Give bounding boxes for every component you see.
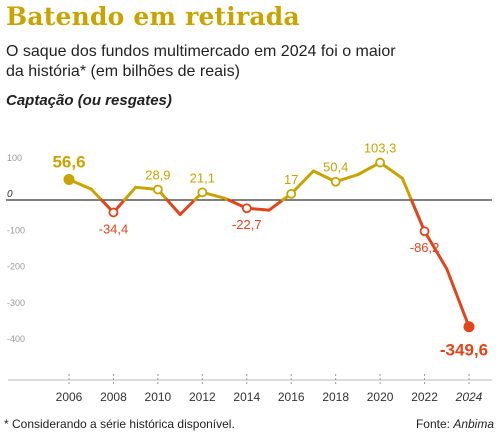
chart-subtitle: O saque dos fundos multimercado em 2024 … — [6, 43, 396, 80]
series-line-segment — [178, 198, 197, 216]
x-tick-label: 2006 — [56, 390, 83, 404]
data-point — [286, 188, 297, 199]
source-name: Anbima — [453, 417, 494, 431]
y-tick-label: 100 — [7, 153, 22, 163]
data-label: 21,1 — [190, 170, 215, 185]
data-label: 17 — [284, 172, 298, 187]
source-prefix: Fonte: — [415, 417, 454, 431]
series-line-segment — [267, 198, 285, 212]
footnote: * Considerando a série histórica disponí… — [4, 417, 235, 431]
x-tick-label: 2010 — [145, 390, 172, 404]
x-tick-label: 2020 — [367, 390, 394, 404]
x-tick-label: 2012 — [189, 390, 216, 404]
data-label: -86,2 — [410, 240, 440, 255]
data-point — [241, 203, 252, 214]
data-point — [108, 207, 119, 218]
series-line-segment — [409, 198, 427, 233]
data-label: -34,4 — [99, 221, 129, 236]
data-point — [63, 173, 75, 185]
x-tick-label: 2014 — [233, 390, 260, 404]
y-tick-label: -300 — [7, 298, 25, 308]
data-label: -22,7 — [232, 217, 262, 232]
y-tick-label: 0 — [7, 189, 13, 200]
series-line-segment — [423, 229, 449, 271]
series-line-segment — [89, 187, 104, 202]
data-label: 56,6 — [52, 152, 85, 171]
series-line-segment — [289, 169, 315, 196]
data-point — [375, 157, 386, 168]
series-line-segment — [122, 185, 138, 202]
series-line-segment — [165, 198, 182, 216]
x-tick-label: 2018 — [322, 390, 349, 404]
data-label: 28,9 — [145, 168, 170, 183]
data-label: -349,6 — [440, 341, 488, 360]
x-tick-label: 2008 — [100, 390, 127, 404]
y-tick-label: -400 — [7, 334, 25, 344]
source-credit: Fonte: Anbima — [416, 417, 494, 431]
x-tick-label: 2024 — [455, 390, 483, 404]
data-point — [463, 321, 475, 333]
x-tick-label: 2022 — [411, 390, 438, 404]
data-label: 103,3 — [364, 141, 397, 156]
data-point — [152, 184, 163, 195]
chart-title: Batendo em retirada — [6, 2, 300, 31]
series-line-segment — [400, 176, 413, 202]
series-label: Captação (ou resgates) — [6, 92, 172, 109]
data-label: 50,4 — [323, 160, 348, 175]
series-line-segment — [445, 267, 471, 329]
x-tick-label: 2016 — [278, 390, 305, 404]
y-tick-label: -200 — [7, 262, 25, 272]
data-point — [419, 226, 430, 237]
y-tick-label: -100 — [7, 225, 25, 235]
data-point — [197, 187, 208, 198]
data-point — [330, 176, 341, 187]
